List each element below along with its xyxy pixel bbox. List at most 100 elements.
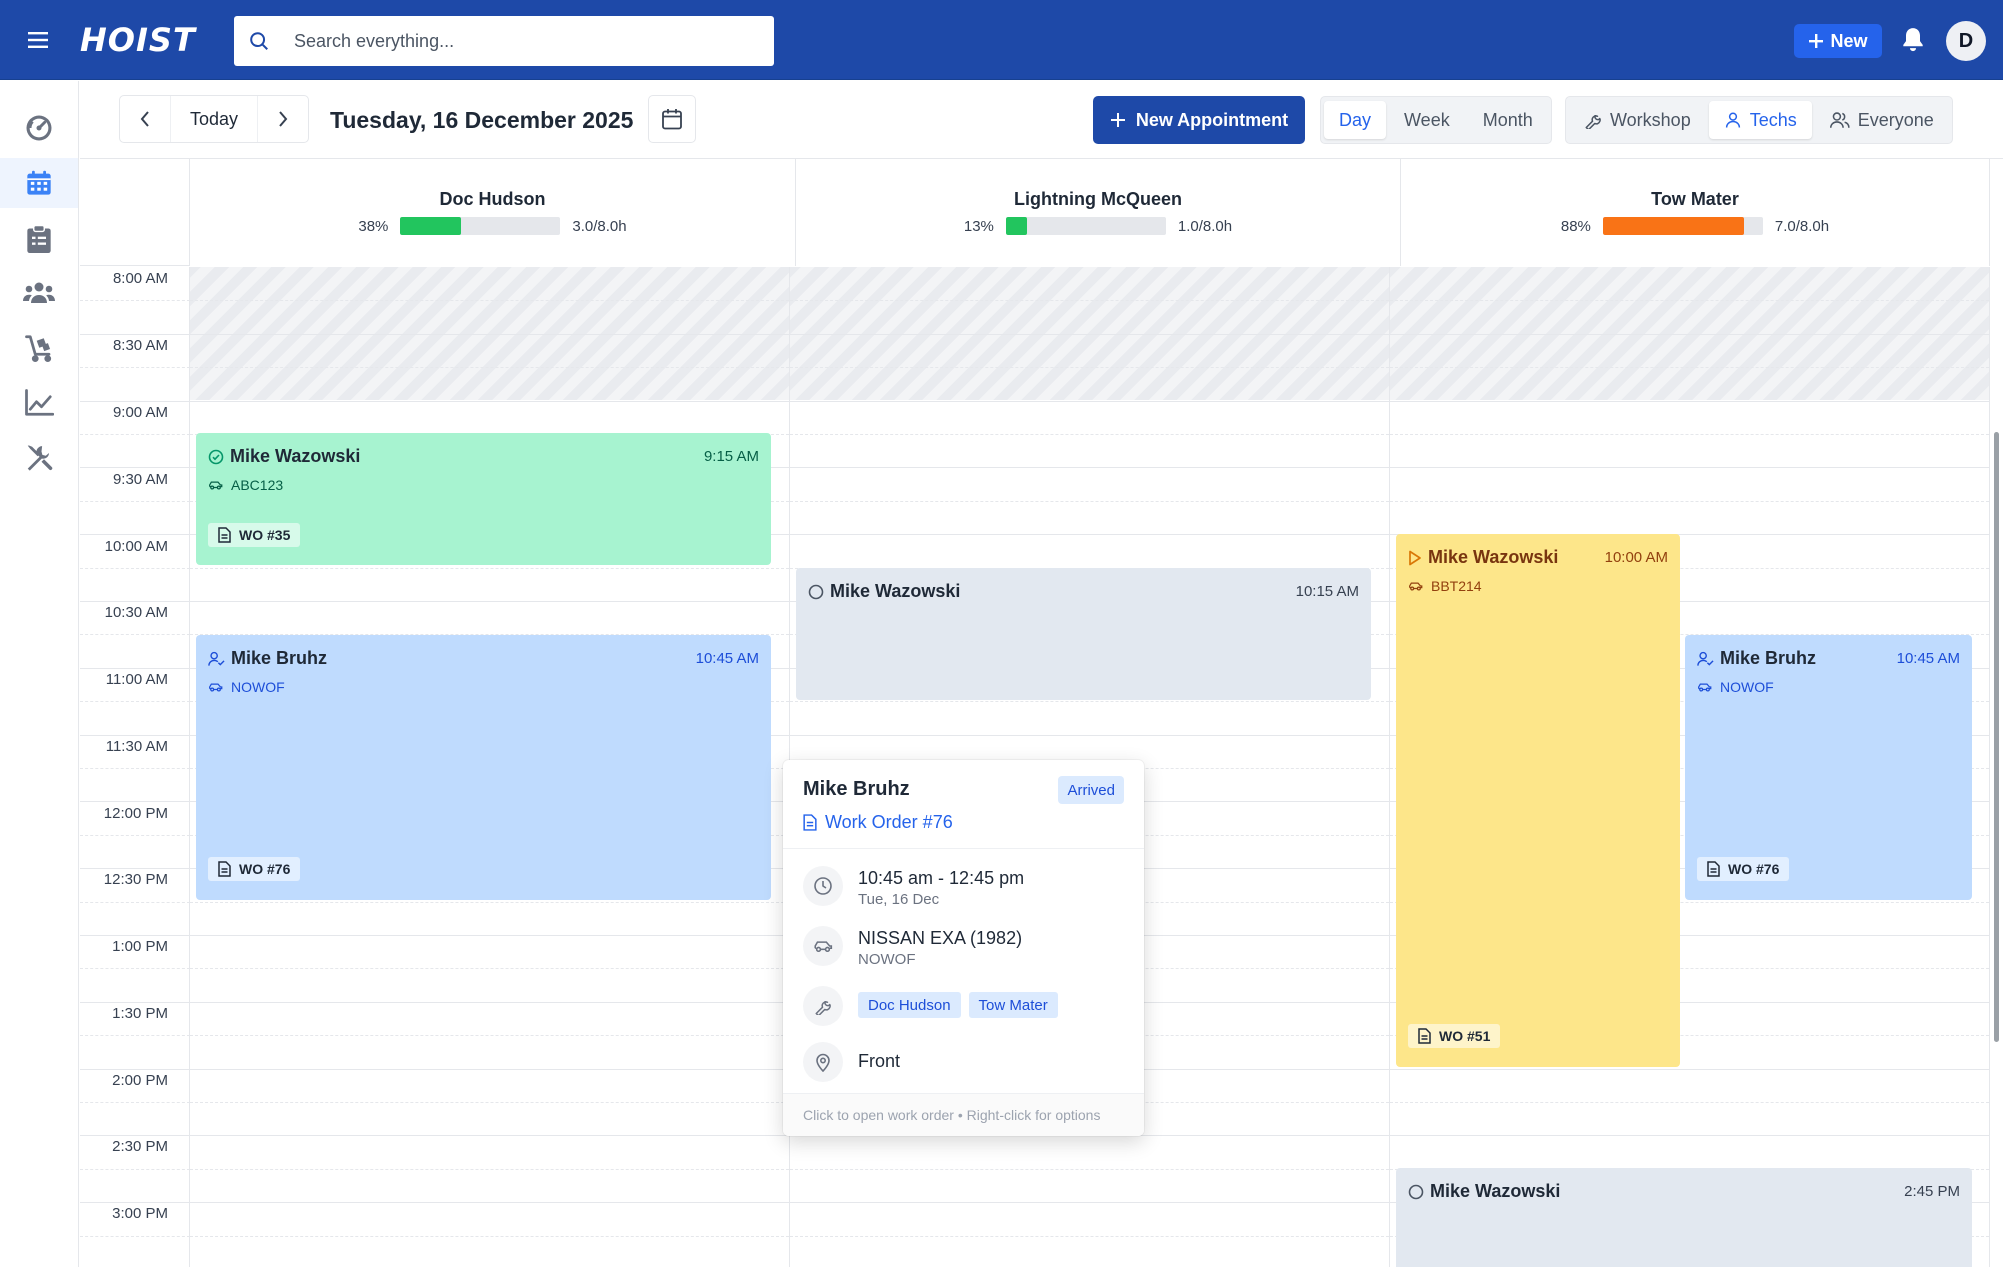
grid-line <box>190 1202 789 1203</box>
work-order-link[interactable]: Work Order #76 <box>803 812 953 833</box>
header-gutter <box>80 159 190 266</box>
work-order-badge[interactable]: WO #76 <box>1697 857 1790 881</box>
gutter-line <box>80 835 190 836</box>
time-label: 12:30 PM <box>103 871 168 888</box>
user-check-icon <box>208 651 225 667</box>
grid-line <box>790 401 1389 402</box>
work-order-link-label: Work Order #76 <box>825 812 953 832</box>
appointment-card[interactable]: Mike Wazowski 10:00 AM BBT214 WO #51 <box>1396 534 1680 1067</box>
sidebar-item-settings[interactable] <box>0 433 78 483</box>
work-order-number: WO #76 <box>1728 861 1780 877</box>
work-order-badge[interactable]: WO #51 <box>1408 1024 1501 1048</box>
appointment-card[interactable]: Mike Wazowski 9:15 AM ABC123 WO #35 <box>196 433 771 565</box>
wrench-icon <box>1584 111 1602 129</box>
appointment-time: 10:45 AM <box>695 650 759 667</box>
sidebar-item-customers[interactable] <box>0 268 78 318</box>
popover-date: Tue, 16 Dec <box>858 891 940 908</box>
work-order-badge[interactable]: WO #76 <box>208 857 301 881</box>
grid-line <box>790 300 1389 301</box>
work-order-badge[interactable]: WO #35 <box>208 523 301 547</box>
grid-line <box>1390 568 1989 569</box>
sidebar-item-dashboard[interactable] <box>0 103 78 153</box>
date-picker-button[interactable] <box>648 95 696 143</box>
gutter-line <box>80 568 190 569</box>
car-icon <box>208 479 223 491</box>
today-button[interactable]: Today <box>170 96 258 142</box>
utilization-fill <box>400 217 462 235</box>
group-workshop-tab[interactable]: Workshop <box>1569 101 1706 139</box>
appointment-time: 10:00 AM <box>1604 549 1668 566</box>
appointment-time: 10:15 AM <box>1295 583 1359 600</box>
utilization: 88% 7.0/8.0h <box>1401 215 1989 237</box>
technician-header-row: Doc Hudson 38% 3.0/8.0h Lightning McQuee… <box>80 159 1990 266</box>
grid-line <box>790 367 1389 368</box>
play-icon <box>1408 550 1422 566</box>
car-icon <box>803 926 843 966</box>
sidebar-item-reports[interactable] <box>0 378 78 428</box>
gutter-line <box>80 601 190 602</box>
unavailable-block <box>190 267 789 400</box>
utilization: 38% 3.0/8.0h <box>190 215 795 237</box>
appointment-card[interactable]: Mike Bruhz 10:45 AM NOWOF WO #76 <box>1685 635 1972 900</box>
utilization-bar <box>400 217 561 235</box>
people-icon <box>23 281 55 305</box>
check-circle-icon <box>208 449 224 465</box>
time-label: 8:30 AM <box>112 337 168 354</box>
work-order-number: WO #51 <box>1439 1028 1491 1044</box>
appointment-card[interactable]: Mike Wazowski 2:45 PM <box>1396 1168 1972 1267</box>
grid-line <box>1390 434 1989 435</box>
car-icon <box>1408 580 1423 592</box>
grid-line <box>1390 1069 1989 1070</box>
gutter-line <box>80 668 190 669</box>
utilization-fill <box>1602 217 1744 235</box>
popover-divider <box>783 848 1144 849</box>
search-box[interactable] <box>234 16 774 66</box>
top-bar: HOIST New D <box>0 0 2003 80</box>
reports-chart-icon <box>24 389 54 417</box>
date-navigation: Today <box>119 95 309 143</box>
popover-time-row: 10:45 am - 12:45 pm Tue, 16 Dec <box>803 866 1124 910</box>
view-day-tab[interactable]: Day <box>1324 101 1387 139</box>
gutter-line <box>80 801 190 802</box>
sidebar <box>0 81 79 1267</box>
user-avatar[interactable]: D <box>1946 21 1986 61</box>
gutter-line <box>80 1202 190 1203</box>
appointment-popover: Mike Bruhz Arrived Work Order #76 10:45 … <box>783 760 1144 1136</box>
appointment-card[interactable]: Mike Bruhz 10:45 AM NOWOF WO #76 <box>196 635 771 900</box>
group-everyone-label: Everyone <box>1857 109 1934 130</box>
grid-line <box>190 935 789 936</box>
sidebar-item-work-orders[interactable] <box>0 214 78 264</box>
grid-line <box>790 735 1389 736</box>
view-week-tab[interactable]: Week <box>1404 109 1450 130</box>
sidebar-item-parts[interactable] <box>0 323 78 373</box>
time-label: 8:00 AM <box>112 270 168 287</box>
document-icon <box>803 814 817 831</box>
grid-line <box>190 1102 789 1103</box>
app-logo[interactable]: HOIST <box>80 21 196 59</box>
gutter-line <box>80 768 190 769</box>
schedule-scrollbar[interactable] <box>1990 267 2003 1267</box>
popover-location: Front <box>858 1051 901 1071</box>
bell-icon[interactable] <box>1900 26 1926 54</box>
appointment-card[interactable]: Mike Wazowski 10:15 AM <box>796 568 1371 700</box>
prev-day-button[interactable] <box>120 96 170 142</box>
group-everyone-tab[interactable]: Everyone <box>1815 101 1949 139</box>
popover-vehicle-row: NISSAN EXA (1982) NOWOF <box>803 926 1124 970</box>
utilization: 13% 1.0/8.0h <box>796 215 1400 237</box>
grid-line <box>1390 1135 1989 1136</box>
gutter-line <box>80 634 190 635</box>
view-month-tab[interactable]: Month <box>1482 109 1533 130</box>
sidebar-item-calendar[interactable] <box>0 158 78 208</box>
grid-line <box>190 1169 789 1170</box>
new-button[interactable]: New <box>1794 24 1882 58</box>
document-icon <box>1707 861 1720 877</box>
calendar-picker-icon <box>660 107 684 131</box>
menu-icon[interactable] <box>24 27 52 53</box>
group-techs-tab[interactable]: Techs <box>1708 101 1812 139</box>
search-input[interactable] <box>294 16 754 66</box>
appointment-customer: Mike Bruhz <box>208 648 327 669</box>
scrollbar-thumb[interactable] <box>1994 432 1999 1042</box>
new-appointment-button[interactable]: New Appointment <box>1093 96 1305 144</box>
appointment-customer-name: Mike Wazowski <box>1430 1181 1561 1201</box>
next-day-button[interactable] <box>258 96 308 142</box>
